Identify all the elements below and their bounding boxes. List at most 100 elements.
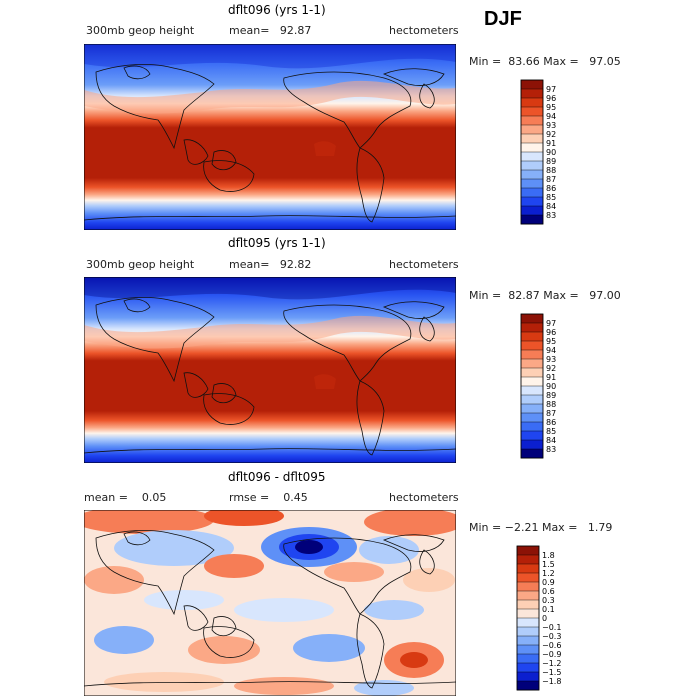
- colorbar-cell: [516, 590, 540, 601]
- colorbar-label: 95: [546, 103, 556, 112]
- panel-title: dflt095 (yrs 1-1): [228, 236, 326, 250]
- colorbar-cell: [520, 412, 544, 423]
- colorbar-cell: [520, 160, 544, 171]
- colorbar-label: −0.3: [542, 632, 561, 641]
- mean-label: mean = 0.05: [84, 491, 166, 504]
- colorbar-cell: [520, 385, 544, 396]
- colorbar-frame: [520, 79, 544, 225]
- colorbar-label: 88: [546, 400, 556, 409]
- colorbar-label: 92: [546, 364, 556, 373]
- mean-label-text: mean =: [84, 491, 128, 504]
- colorbar-cell: [520, 394, 544, 405]
- colorbar-cell: [520, 205, 544, 216]
- colorbar-cell: [520, 376, 544, 387]
- colorbar-label: 90: [546, 148, 556, 157]
- colorbar-cells: [520, 79, 544, 225]
- mean-label-text: mean=: [229, 24, 270, 37]
- min-label: Min =: [469, 289, 502, 302]
- colorbar-label: 87: [546, 175, 556, 184]
- colorbar-frame: [516, 545, 540, 691]
- min-value: 82.87: [508, 289, 540, 302]
- minmax-label: Min = 82.87 Max = 97.00: [469, 289, 621, 302]
- colorbar-label: 1.5: [542, 560, 555, 569]
- colorbar-cell: [520, 79, 544, 90]
- colorbar-cell: [520, 142, 544, 153]
- colorbar-cell: [520, 124, 544, 135]
- units-label: hectometers: [389, 491, 459, 504]
- mean-value: 0.05: [141, 491, 167, 504]
- coastlines: [84, 530, 456, 689]
- min-label: Min =: [469, 521, 502, 534]
- colorbar-label: 87: [546, 409, 556, 418]
- colorbar-cells: [520, 313, 544, 459]
- colorbar-cell: [520, 421, 544, 432]
- colorbar-label: 91: [546, 373, 556, 382]
- units-label: hectometers: [389, 258, 459, 271]
- min-value: 83.66: [508, 55, 540, 68]
- colorbar-label: 97: [546, 319, 556, 328]
- rmse-label-text: rmse =: [229, 491, 270, 504]
- colorbar-label: 0.9: [542, 578, 555, 587]
- colorbar-cell: [520, 187, 544, 198]
- tropical-high: [314, 141, 336, 156]
- colorbar-cell: [520, 106, 544, 117]
- variable-label: 300mb geop height: [86, 24, 195, 37]
- colorbar-label: 94: [546, 112, 556, 121]
- colorbar-label: 93: [546, 121, 556, 130]
- map-dflt096: [84, 44, 456, 230]
- map-difference: [84, 510, 456, 696]
- colorbar-cell: [516, 572, 540, 583]
- map-dflt095: [84, 277, 456, 463]
- colorbar-label: 97: [546, 85, 556, 94]
- colorbar-label: 96: [546, 328, 556, 337]
- colorbar-cell: [516, 680, 540, 691]
- colorbar-label: 91: [546, 139, 556, 148]
- colorbar-cell: [516, 545, 540, 556]
- colorbar-label: 0: [542, 614, 547, 623]
- colorbar-cell: [516, 608, 540, 619]
- mean-value: 92.87: [279, 24, 312, 37]
- colorbar-cell: [520, 115, 544, 126]
- colorbar-cell: [516, 644, 540, 655]
- max-value: 1.79: [587, 521, 613, 534]
- colorbar-labels: 1.81.51.20.90.60.30.10−0.1−0.3−0.6−0.9−1…: [542, 551, 561, 686]
- colorbar-cell: [520, 403, 544, 414]
- mean-value: 92.82: [279, 258, 312, 271]
- colorbar-label: 84: [546, 436, 556, 445]
- colorbar-cell: [520, 88, 544, 99]
- colorbar-cell: [520, 430, 544, 441]
- colorbar-label: 0.6: [542, 587, 555, 596]
- max-label: Max =: [543, 55, 579, 68]
- colorbar-label: 85: [546, 427, 556, 436]
- season-label: DJF: [484, 8, 522, 30]
- min-label: Min =: [469, 55, 502, 68]
- colorbar-label: 96: [546, 94, 556, 103]
- panel-title: dflt096 - dflt095: [228, 470, 326, 484]
- colorbar-cell: [520, 331, 544, 342]
- colorbar-cell: [520, 97, 544, 108]
- colorbar-cell: [520, 151, 544, 162]
- colorbar-label: 89: [546, 157, 556, 166]
- tropical-high: [314, 374, 336, 389]
- colorbar-label: 86: [546, 418, 556, 427]
- colorbar-label: 84: [546, 202, 556, 211]
- max-label: Max =: [541, 521, 578, 534]
- colorbar-cell: [520, 367, 544, 378]
- colorbar-cell: [516, 635, 540, 646]
- colorbar-cell: [520, 178, 544, 189]
- minmax-label: Min = −2.21 Max = 1.79: [469, 521, 612, 534]
- max-value: 97.00: [589, 289, 621, 302]
- colorbar-cell: [516, 617, 540, 628]
- colorbar-cell: [520, 214, 544, 225]
- colorbar-cell: [520, 133, 544, 144]
- colorbar-cell: [516, 563, 540, 574]
- rmse-label: rmse = 0.45: [229, 491, 308, 504]
- variable-label: 300mb geop height: [86, 258, 195, 271]
- colorbar-frame: [520, 313, 544, 459]
- colorbar-cell: [520, 448, 544, 459]
- colorbar-cell: [520, 340, 544, 351]
- colorbar-cell: [516, 599, 540, 610]
- height-field: [84, 277, 456, 463]
